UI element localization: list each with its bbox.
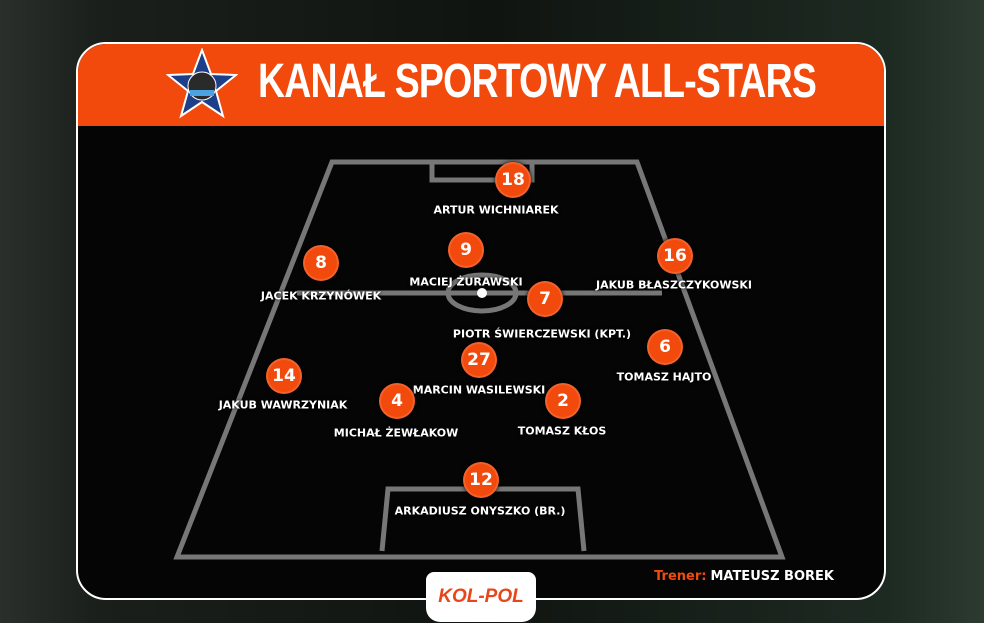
player-number-badge: 16	[657, 238, 693, 274]
sponsor-logo: KOL-POL	[426, 572, 536, 622]
player-number-badge: 6	[647, 329, 683, 365]
player-number-badge: 9	[448, 232, 484, 268]
player-number-badge: 7	[527, 281, 563, 317]
player-name: MICHAŁ ŻEWŁAKOW	[333, 426, 459, 440]
player-name: TOMASZ HAJTO	[616, 370, 712, 384]
lineup-panel: KANAŁ SPORTOWY ALL-STARS Trener: MATEUSZ …	[76, 42, 886, 600]
coach-label: Trener: MATEUSZ BOREK	[654, 569, 834, 584]
player-name: ARKADIUSZ ONYSZKO (BR.)	[394, 504, 566, 518]
player-number-badge: 14	[266, 358, 302, 394]
player-name: MACIEJ ŻURAWSKI	[409, 275, 523, 289]
player-number-badge: 12	[463, 462, 499, 498]
player-name: ARTUR WICHNIAREK	[433, 203, 559, 217]
player-name: JAKUB WAWRZYNIAK	[218, 398, 348, 412]
all-stars-star-logo	[166, 48, 238, 119]
player-number-badge: 27	[461, 342, 497, 378]
player-number-badge: 2	[545, 383, 581, 419]
player-number-badge: 18	[495, 162, 531, 198]
player-name: JACEK KRZYNÓWEK	[260, 289, 382, 303]
header-bar: KANAŁ SPORTOWY ALL-STARS	[78, 44, 884, 126]
player-name: MARCIN WASILEWSKI	[412, 383, 546, 397]
player-number-badge: 4	[379, 383, 415, 419]
player-name: JAKUB BŁASZCZYKOWSKI	[595, 278, 753, 292]
player-name: TOMASZ KŁOS	[517, 424, 607, 438]
player-number-badge: 8	[303, 245, 339, 281]
player-name: PIOTR ŚWIERCZEWSKI (KPT.)	[452, 327, 632, 341]
page-title: KANAŁ SPORTOWY ALL-STARS	[258, 55, 817, 108]
